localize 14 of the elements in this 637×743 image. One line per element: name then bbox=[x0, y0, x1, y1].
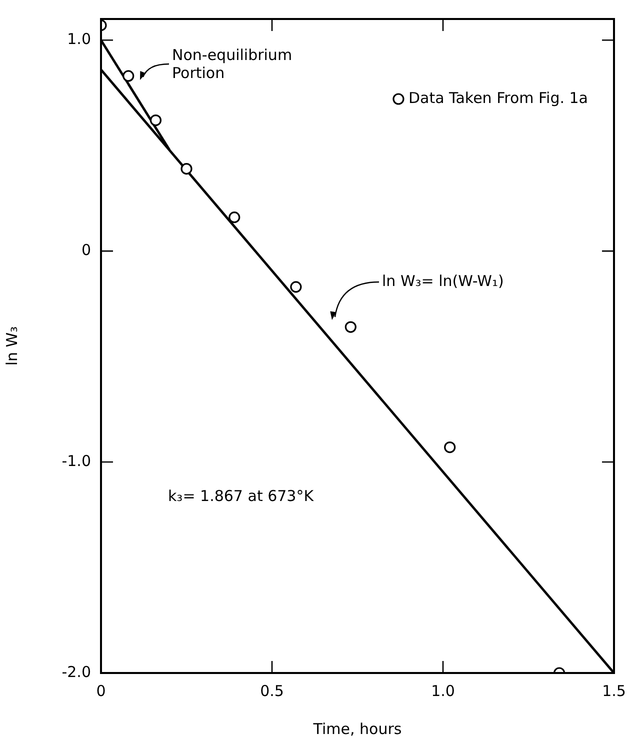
y-tick-label: -1.0 bbox=[62, 452, 91, 470]
annotation: Non-equilibrium Portion bbox=[172, 46, 292, 82]
x-tick-label: 0 bbox=[96, 682, 106, 700]
annotation: k₃= 1.867 at 673°K bbox=[168, 486, 315, 505]
x-tick-label: 1.0 bbox=[431, 682, 455, 700]
x-tick-label: 1.5 bbox=[602, 682, 626, 700]
y-axis-title: ln W₃ bbox=[2, 326, 21, 366]
legend-label: Data Taken From Fig. 1a bbox=[408, 88, 588, 107]
annotation: ln W₃= ln(W-W₁) bbox=[382, 272, 504, 290]
x-axis-title: Time, hours bbox=[312, 720, 402, 738]
y-tick-label: 1.0 bbox=[67, 30, 91, 48]
x-tick-label: 0.5 bbox=[260, 682, 284, 700]
y-tick-label: -2.0 bbox=[62, 662, 91, 681]
y-tick-label: 0 bbox=[81, 240, 91, 259]
